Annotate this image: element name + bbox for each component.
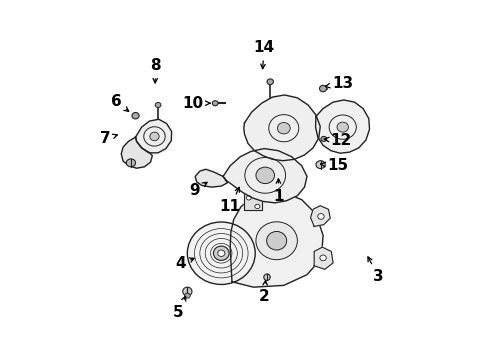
Text: 9: 9 [189, 182, 206, 198]
Ellipse shape [149, 132, 159, 141]
Text: 4: 4 [175, 256, 194, 271]
Ellipse shape [266, 231, 286, 250]
Text: 14: 14 [253, 40, 274, 69]
Text: 12: 12 [324, 133, 351, 148]
Ellipse shape [320, 136, 326, 141]
Ellipse shape [212, 101, 218, 106]
Text: 8: 8 [150, 58, 160, 83]
Text: 13: 13 [325, 76, 352, 91]
Text: 6: 6 [110, 94, 128, 111]
Text: 5: 5 [173, 296, 185, 320]
Polygon shape [310, 206, 329, 226]
Polygon shape [223, 149, 306, 203]
Text: 2: 2 [258, 280, 269, 303]
Ellipse shape [126, 159, 135, 167]
Text: 11: 11 [219, 187, 240, 214]
Ellipse shape [187, 222, 255, 284]
Ellipse shape [184, 293, 190, 298]
Ellipse shape [217, 250, 224, 256]
Polygon shape [121, 137, 152, 168]
Polygon shape [315, 100, 369, 153]
Ellipse shape [155, 103, 161, 108]
Text: 1: 1 [273, 179, 283, 203]
Ellipse shape [266, 79, 273, 85]
Text: 3: 3 [367, 257, 383, 284]
Ellipse shape [246, 196, 251, 200]
Ellipse shape [213, 246, 229, 260]
Polygon shape [195, 169, 227, 187]
Ellipse shape [317, 213, 324, 219]
Ellipse shape [319, 85, 326, 92]
Ellipse shape [315, 161, 325, 168]
Polygon shape [313, 247, 332, 269]
Ellipse shape [183, 287, 192, 296]
Polygon shape [244, 194, 261, 210]
Text: 10: 10 [182, 96, 209, 111]
Ellipse shape [132, 112, 139, 119]
Text: 7: 7 [100, 131, 117, 147]
Polygon shape [135, 119, 171, 153]
Ellipse shape [336, 122, 348, 132]
Ellipse shape [319, 255, 325, 261]
Ellipse shape [255, 167, 274, 184]
Ellipse shape [263, 274, 270, 280]
Polygon shape [244, 95, 320, 161]
Ellipse shape [255, 222, 297, 260]
Ellipse shape [277, 122, 290, 134]
Ellipse shape [254, 204, 259, 208]
Polygon shape [230, 193, 323, 287]
Text: 15: 15 [320, 158, 347, 173]
